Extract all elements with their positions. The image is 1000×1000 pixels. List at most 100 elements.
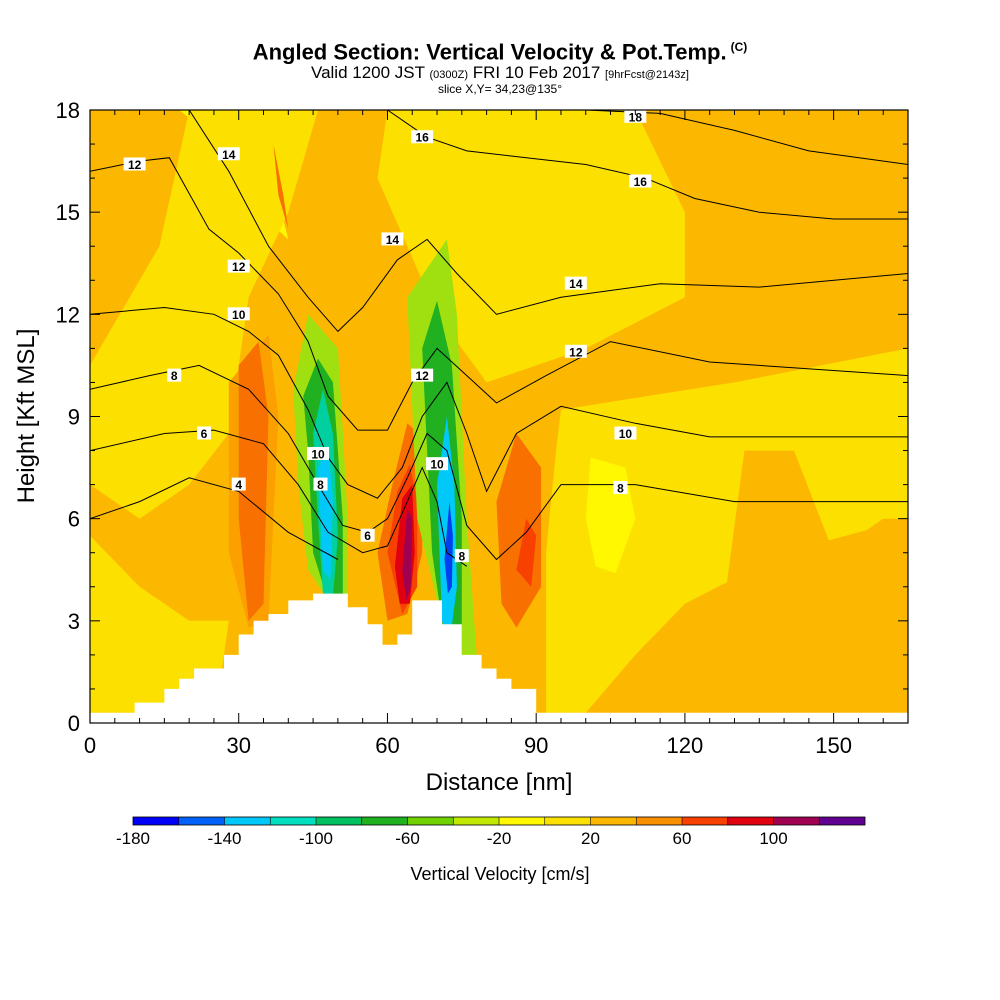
contour-label: 14 bbox=[222, 148, 236, 162]
y-tick-label: 15 bbox=[56, 200, 80, 225]
colorbar-tick-label: 60 bbox=[673, 829, 692, 848]
colorbar-swatch bbox=[270, 817, 316, 825]
velocity-region bbox=[444, 501, 453, 594]
contour-label: 12 bbox=[232, 260, 246, 274]
colorbar-swatch bbox=[590, 817, 637, 825]
contour-label-bg bbox=[426, 457, 449, 471]
colorbar-tick-label: 20 bbox=[581, 829, 600, 848]
velocity-field bbox=[90, 110, 908, 723]
colorbar-title: Vertical Velocity [cm/s] bbox=[410, 864, 589, 884]
colorbar-swatch bbox=[682, 817, 728, 825]
terrain-fill bbox=[90, 593, 908, 723]
colorbar-swatch bbox=[727, 817, 774, 825]
contour-label-bg bbox=[381, 232, 404, 246]
isotherm-line-14 bbox=[188, 110, 908, 333]
contour-label: 16 bbox=[415, 131, 429, 145]
contour-label-bg bbox=[613, 481, 628, 495]
colorbar-swatch bbox=[636, 817, 682, 825]
contour-label-bg bbox=[167, 368, 182, 382]
x-tick-label: 60 bbox=[375, 733, 399, 758]
contour-label-bg bbox=[629, 174, 652, 188]
contour-label: 6 bbox=[364, 529, 371, 543]
isotherm-line-4 bbox=[90, 477, 339, 560]
colorbar-tick-label: -140 bbox=[207, 829, 241, 848]
isotherm-line-8 bbox=[90, 364, 908, 561]
contour-label: 8 bbox=[171, 369, 178, 383]
isotherm-line-16 bbox=[387, 110, 908, 220]
contour-label: 6 bbox=[201, 427, 208, 441]
velocity-region bbox=[273, 144, 289, 230]
contour-label-bg bbox=[360, 528, 375, 542]
contour-label: 8 bbox=[317, 478, 324, 492]
y-tick-label: 18 bbox=[56, 98, 80, 123]
contour-label: 14 bbox=[569, 277, 583, 291]
contour-label: 10 bbox=[619, 427, 633, 441]
contour-label-bg bbox=[197, 426, 212, 440]
terrain bbox=[90, 593, 908, 723]
colorbar-tick-label: -180 bbox=[116, 829, 150, 848]
x-tick-label: 120 bbox=[667, 733, 704, 758]
colorbar-swatch bbox=[316, 817, 362, 825]
contour-label-bg bbox=[411, 130, 434, 144]
y-tick-label: 6 bbox=[68, 507, 80, 532]
contour-label-bg bbox=[313, 477, 328, 491]
y-tick-label: 3 bbox=[68, 609, 80, 634]
contour-label: 14 bbox=[386, 233, 400, 247]
isotherm-line-12 bbox=[90, 157, 908, 431]
y-tick-label: 0 bbox=[68, 711, 80, 736]
forecast-info: [9hrFcst@2143z] bbox=[605, 69, 689, 82]
colorbar-tick-label: -60 bbox=[395, 829, 420, 848]
slice-info: slice X,Y= 34,23@135° bbox=[437, 82, 563, 97]
chart-title: Angled Section: Vertical Velocity & Pot.… bbox=[0, 34, 1000, 65]
colorbar-swatch bbox=[499, 817, 545, 825]
contour-label-bg bbox=[227, 259, 250, 273]
contour-label: 16 bbox=[634, 175, 648, 189]
velocity-region bbox=[709, 450, 908, 713]
contour-label: 10 bbox=[232, 308, 246, 322]
potential-temperature-contours bbox=[90, 110, 908, 567]
title-suffix: (C) bbox=[730, 40, 748, 54]
y-tick-label: 12 bbox=[56, 302, 80, 327]
contour-label: 4 bbox=[235, 478, 242, 492]
colorbar: -180 -140 -100 -60 -20 20 60 100 bbox=[116, 816, 866, 848]
contour-label-bg bbox=[411, 368, 434, 382]
x-tick-label: 0 bbox=[84, 733, 96, 758]
contour-label-bg bbox=[217, 147, 240, 161]
colorbar-swatch bbox=[407, 817, 454, 825]
contour-labels: 4 6 6 8 8 8 8 10 10 10 10 12 12 12 12 14 14 14 16 16 18 bbox=[123, 109, 652, 564]
colorbar-tick-label: -20 bbox=[487, 829, 512, 848]
contour-label-bg bbox=[454, 549, 469, 563]
isotherm-line-10 bbox=[90, 306, 908, 499]
colorbar-swatch bbox=[178, 817, 225, 825]
chart-title-block: Angled Section: Vertical Velocity & Pot.… bbox=[0, 34, 1000, 96]
y-tick-label: 9 bbox=[68, 405, 80, 430]
colorbar-tick-label: -100 bbox=[299, 829, 333, 848]
x-tick-label: 150 bbox=[815, 733, 852, 758]
valid-date: FRI 10 Feb 2017 bbox=[472, 63, 601, 83]
contour-label: 12 bbox=[569, 345, 583, 359]
colorbar-swatch bbox=[224, 817, 271, 825]
contour-label-bg bbox=[614, 426, 637, 440]
contour-label-bg bbox=[227, 307, 250, 321]
contour-label: 18 bbox=[629, 110, 643, 124]
velocity-region bbox=[238, 341, 269, 621]
velocity-region bbox=[516, 518, 537, 587]
velocity-region bbox=[90, 110, 318, 519]
colorbar-tick-label: 100 bbox=[759, 829, 787, 848]
colorbar-swatch bbox=[544, 817, 591, 825]
title-main: Angled Section: Vertical Velocity & Pot.… bbox=[252, 39, 727, 65]
valid-time: Valid 1200 JST bbox=[311, 63, 425, 83]
contour-label-bg bbox=[624, 109, 647, 123]
y-axis-title: Height [Kft MSL] bbox=[13, 329, 40, 504]
contour-label-bg bbox=[564, 276, 587, 290]
isotherm-line-6 bbox=[90, 429, 468, 567]
contour-label: 12 bbox=[128, 158, 142, 172]
contour-label: 10 bbox=[430, 458, 444, 472]
contour-label: 12 bbox=[415, 369, 429, 383]
contour-label-bg bbox=[123, 157, 146, 171]
contour-label: 8 bbox=[458, 550, 465, 564]
contour-label-bg bbox=[231, 477, 246, 491]
axes: 0 30 60 90 120 150 0 3 6 9 12 15 18 bbox=[56, 98, 908, 758]
velocity-region bbox=[546, 348, 908, 713]
